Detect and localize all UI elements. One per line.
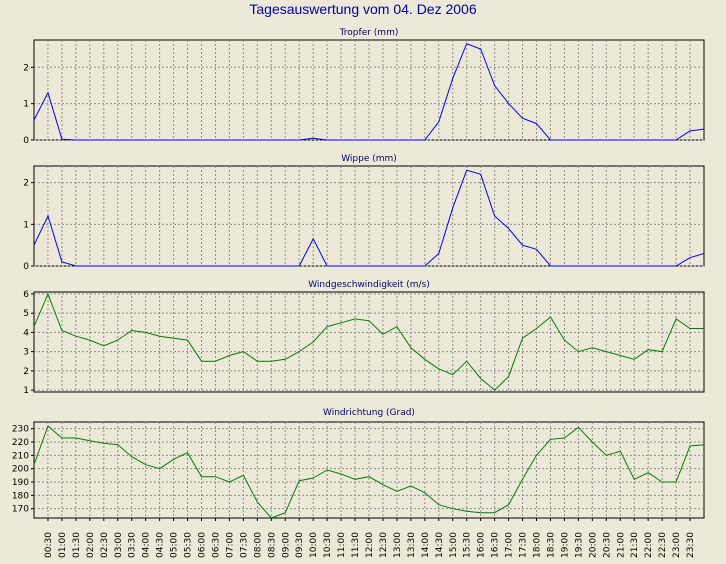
x-tick-label: 07:00 (225, 532, 235, 558)
panel-title: Windgeschwindigkeit (m/s) (308, 280, 430, 290)
x-tick-label: 19:00 (560, 532, 570, 558)
y-tick-label: 220 (12, 438, 29, 448)
x-tick-label: 17:00 (505, 532, 515, 558)
x-tick-label: 21:00 (616, 532, 626, 558)
y-tick-label: 190 (12, 478, 29, 488)
x-tick-label: 15:00 (449, 532, 459, 558)
x-tick-label: 12:30 (379, 532, 389, 558)
x-tick-label: 13:00 (393, 532, 403, 558)
x-tick-label: 05:00 (170, 532, 180, 558)
y-tick-label: 1 (23, 220, 29, 230)
x-tick-label: 09:00 (281, 532, 291, 558)
panel-2: 1 2 3 4 5 6 Windgeschwindigkeit (m/s) (23, 280, 705, 396)
x-tick-label: 14:30 (435, 532, 445, 558)
y-tick-label: 180 (12, 491, 29, 501)
x-tick-label: 12:00 (365, 532, 375, 558)
x-tick-label: 20:00 (588, 532, 598, 558)
panel-3: 170 180 190 200 210 220 230 Windrichtung (Grad) (12, 408, 705, 519)
y-tick-label: 2 (23, 179, 29, 189)
x-tick-label: 04:30 (156, 532, 166, 558)
y-tick-label: 5 (23, 309, 29, 319)
x-tick-label: 16:30 (491, 532, 501, 558)
main-title: Tagesauswertung vom 04. Dez 2006 (249, 1, 477, 17)
x-tick-label: 13:30 (407, 532, 417, 558)
x-tick-label: 23:00 (672, 532, 682, 558)
x-tick-label: 23:30 (686, 532, 696, 558)
x-tick-label: 08:00 (253, 532, 263, 558)
x-tick-label: 18:30 (546, 532, 556, 558)
x-tick-label: 11:00 (337, 532, 347, 558)
x-tick-label: 17:30 (519, 532, 529, 558)
x-tick-label: 00:30 (44, 532, 54, 558)
x-tick-label: 18:00 (533, 532, 543, 558)
y-tick-label: 6 (23, 290, 29, 300)
y-tick-label: 1 (23, 100, 29, 110)
x-tick-label: 14:00 (421, 532, 431, 558)
y-tick-label: 2 (23, 367, 29, 377)
y-tick-label: 3 (23, 348, 29, 358)
x-tick-label: 07:30 (239, 532, 249, 558)
x-tick-label: 16:00 (477, 532, 487, 558)
x-tick-label: 15:30 (463, 532, 473, 558)
y-tick-label: 210 (12, 451, 29, 461)
panel-1: 0 1 2 Wippe (mm) (23, 154, 705, 272)
x-tick-label: 01:00 (58, 532, 68, 558)
x-tick-label: 11:30 (351, 532, 361, 558)
y-tick-label: 1 (23, 386, 29, 396)
x-tick-label: 19:30 (574, 532, 584, 558)
x-tick-label: 20:30 (602, 532, 612, 558)
panel-title: Wippe (mm) (341, 154, 397, 164)
y-tick-label: 230 (12, 425, 29, 435)
y-tick-label: 200 (12, 465, 29, 475)
x-tick-label: 02:00 (86, 532, 96, 558)
panel-title: Windrichtung (Grad) (323, 408, 415, 418)
x-tick-label: 22:30 (658, 532, 668, 558)
y-tick-label: 170 (12, 505, 29, 515)
x-tick-label: 02:30 (100, 532, 110, 558)
y-tick-label: 4 (23, 328, 29, 338)
x-tick-label: 03:00 (114, 532, 124, 558)
series-line-0 (33, 42, 705, 141)
panel-title: Tropfer (mm) (339, 28, 399, 38)
y-tick-label: 0 (23, 262, 29, 272)
series-line-0 (33, 169, 705, 267)
y-tick-label: 0 (23, 136, 29, 146)
x-tick-label: 21:30 (630, 532, 640, 558)
x-tick-label: 06:00 (198, 532, 208, 558)
panel-0: 0 1 2 Tropfer (mm) (23, 28, 705, 146)
x-tick-label: 05:30 (184, 532, 194, 558)
y-tick-label: 2 (23, 63, 29, 73)
x-tick-label: 06:30 (211, 532, 221, 558)
x-tick-label: 01:30 (72, 532, 82, 558)
x-tick-label: 09:30 (295, 532, 305, 558)
x-tick-label: 03:30 (128, 532, 138, 558)
x-tick-label: 04:00 (142, 532, 152, 558)
x-tick-label: 10:00 (309, 532, 319, 558)
x-tick-label: 10:30 (323, 532, 333, 558)
series-line-0 (33, 425, 705, 519)
series-line-0 (33, 292, 704, 391)
x-tick-label: 08:30 (267, 532, 277, 558)
x-tick-label: 22:00 (644, 532, 654, 558)
